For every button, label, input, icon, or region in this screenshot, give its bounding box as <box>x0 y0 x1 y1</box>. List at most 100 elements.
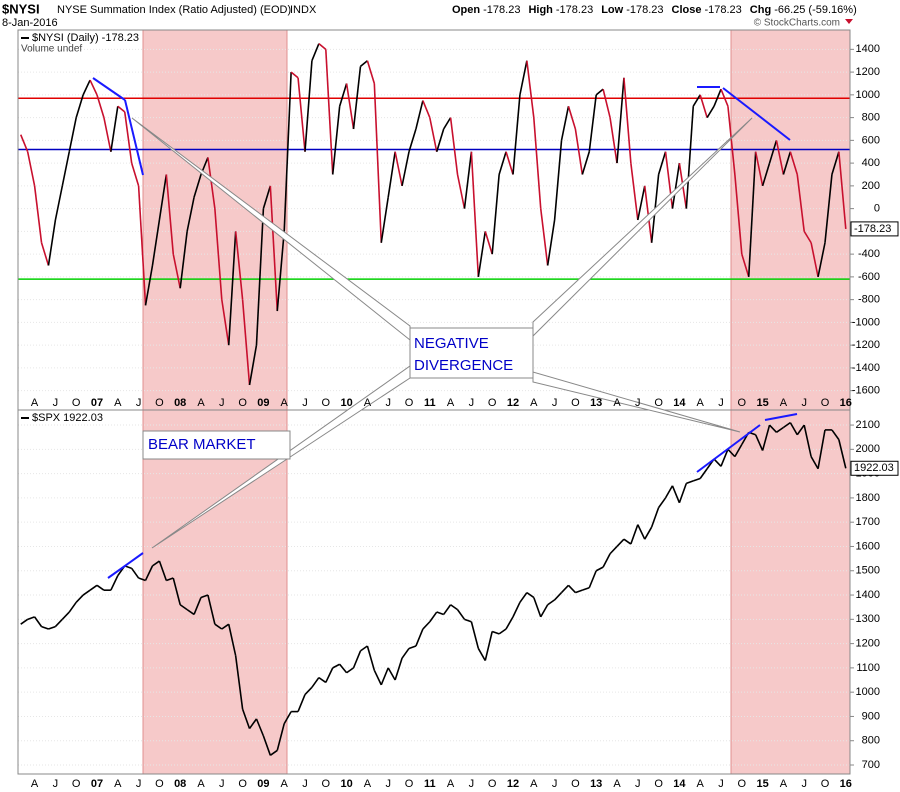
line-segment <box>255 718 265 737</box>
line-segment <box>456 609 466 620</box>
line-segment <box>595 566 604 572</box>
x-tick-label: J <box>385 397 391 409</box>
line-segment <box>505 151 514 175</box>
trend-line <box>764 413 798 421</box>
x-tick-label: O <box>405 778 414 790</box>
line-segment <box>103 117 112 152</box>
line-segment <box>415 100 424 130</box>
line-segment <box>332 663 341 669</box>
trend-line <box>107 552 144 579</box>
line-segment <box>484 631 493 661</box>
line-segment <box>776 426 784 433</box>
line-segment <box>373 669 382 686</box>
line-segment <box>796 424 805 436</box>
line-segment <box>123 111 133 164</box>
line-segment <box>40 242 50 266</box>
line-segment <box>470 621 480 649</box>
line-segment <box>838 151 847 229</box>
line-segment <box>582 586 590 591</box>
quote-label: Low <box>601 4 623 16</box>
line-segment <box>172 577 181 605</box>
x-tick-label: A <box>530 778 538 790</box>
line-segment <box>796 174 805 232</box>
line-segment <box>699 468 708 479</box>
bottom-frame <box>17 409 851 775</box>
line-segment <box>692 94 701 107</box>
x-tick-label: 07 <box>91 778 103 790</box>
line-segment <box>311 677 320 688</box>
x-tick-label: 16 <box>840 778 852 790</box>
y-tick-label: 2000 <box>856 443 880 455</box>
quote-value: -66.25 (-59.16%) <box>774 4 857 16</box>
line-segment <box>540 604 549 618</box>
line-segment <box>61 611 70 620</box>
quote-value: -178.23 <box>704 4 741 16</box>
line-segment <box>54 185 64 221</box>
x-tick-label: J <box>53 397 59 409</box>
x-tick-label: A <box>281 778 289 790</box>
x-tick-label: 10 <box>340 778 352 790</box>
x-tick-label: 10 <box>340 397 352 409</box>
line-segment <box>429 611 438 623</box>
line-segment <box>82 79 91 96</box>
line-segment <box>166 577 174 582</box>
x-tick-label: A <box>780 397 788 409</box>
line-segment <box>664 485 674 499</box>
line-segment <box>831 151 840 175</box>
line-segment <box>567 105 577 130</box>
x-tick-label: O <box>488 397 497 409</box>
line-segment <box>311 43 320 62</box>
y-tick-label: 2100 <box>856 419 880 431</box>
trend-line <box>696 424 761 473</box>
line-segment <box>810 456 819 470</box>
x-tick-label: A <box>697 778 705 790</box>
line-segment <box>657 151 667 175</box>
last-value-label: -178.23 <box>854 223 891 235</box>
line-segment <box>158 560 168 581</box>
legend-label: $NYSI (Daily) -178.23 <box>32 32 139 44</box>
y-tick-label: 1400 <box>856 43 880 55</box>
line-segment <box>761 424 771 451</box>
plot-marks <box>18 43 850 766</box>
line-segment <box>290 71 299 79</box>
quote-label: Close <box>672 4 702 16</box>
line-segment <box>775 140 785 175</box>
y-tick-label: 1500 <box>856 565 880 577</box>
line-segment <box>262 735 272 756</box>
x-tick-label: 12 <box>507 778 519 790</box>
x-tick-label: O <box>322 397 331 409</box>
x-tick-label: A <box>530 397 538 409</box>
line-segment <box>241 708 251 729</box>
line-segment <box>269 185 279 312</box>
divergence-box <box>409 327 534 379</box>
line-segment <box>574 128 584 175</box>
line-segment <box>186 197 195 232</box>
line-segment <box>380 197 389 243</box>
x-tick-label: A <box>197 778 205 790</box>
y-tick-label: 1700 <box>856 516 880 528</box>
line-segment <box>214 208 223 300</box>
line-segment <box>227 624 237 656</box>
line-segment <box>394 657 403 681</box>
y-tick-label: 1200 <box>856 638 880 650</box>
line-segment <box>48 625 56 630</box>
line-segment <box>200 594 209 599</box>
y-tick-label: 400 <box>862 157 880 169</box>
line-segment <box>304 686 313 696</box>
x-tick-label: J <box>552 397 558 409</box>
line-segment <box>519 60 528 96</box>
y-tick-label: -600 <box>858 271 880 283</box>
x-tick-label: O <box>654 397 663 409</box>
line-segment <box>359 60 368 68</box>
line-segment <box>678 483 688 504</box>
line-segment <box>630 163 639 221</box>
line-segment <box>214 623 223 630</box>
line-segment <box>401 647 410 659</box>
line-segment <box>692 477 701 482</box>
x-tick-label: O <box>488 778 497 790</box>
trend-line <box>124 99 144 176</box>
line-segment <box>575 589 583 594</box>
line-segment <box>360 645 368 652</box>
x-tick-label: J <box>469 397 475 409</box>
